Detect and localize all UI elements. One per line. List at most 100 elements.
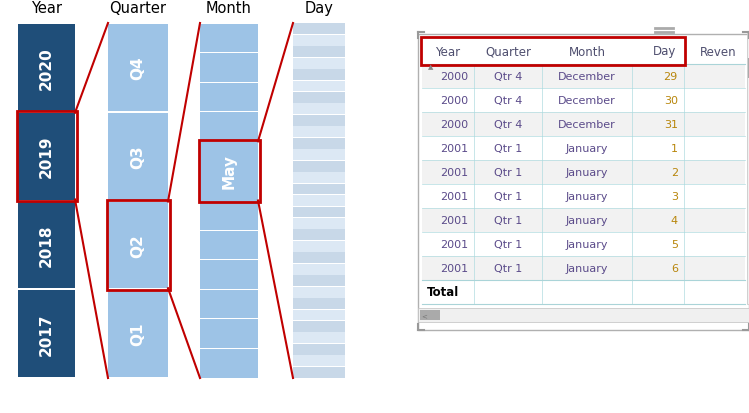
FancyBboxPatch shape [293, 287, 345, 298]
Text: 2019: 2019 [39, 135, 54, 178]
Text: January: January [565, 240, 608, 249]
FancyBboxPatch shape [293, 356, 345, 366]
FancyBboxPatch shape [293, 47, 345, 58]
Text: 2: 2 [670, 168, 678, 178]
Text: December: December [558, 96, 616, 106]
Text: Q4: Q4 [130, 57, 145, 80]
FancyBboxPatch shape [422, 65, 745, 89]
FancyBboxPatch shape [422, 209, 745, 233]
Text: Qtr 4: Qtr 4 [494, 120, 522, 130]
FancyBboxPatch shape [293, 253, 345, 263]
FancyBboxPatch shape [293, 333, 345, 344]
Text: Day: Day [653, 45, 676, 58]
FancyBboxPatch shape [418, 308, 749, 322]
FancyBboxPatch shape [200, 320, 258, 348]
FancyBboxPatch shape [748, 59, 749, 79]
Text: December: December [558, 72, 616, 82]
FancyBboxPatch shape [422, 256, 745, 280]
Text: Qtr 4: Qtr 4 [494, 72, 522, 82]
FancyBboxPatch shape [293, 230, 345, 241]
Text: 2017: 2017 [39, 313, 54, 355]
Text: 5: 5 [671, 240, 678, 249]
Text: 2000: 2000 [440, 96, 468, 106]
FancyBboxPatch shape [293, 59, 345, 69]
Text: Q2: Q2 [130, 233, 145, 257]
FancyBboxPatch shape [418, 35, 749, 330]
FancyBboxPatch shape [200, 231, 258, 259]
Text: 29: 29 [664, 72, 678, 82]
FancyBboxPatch shape [293, 275, 345, 286]
FancyBboxPatch shape [293, 173, 345, 183]
Text: May: May [222, 154, 237, 189]
FancyBboxPatch shape [18, 114, 75, 200]
Text: Reven: Reven [700, 45, 736, 58]
Text: Q1: Q1 [130, 322, 145, 346]
FancyBboxPatch shape [747, 33, 749, 304]
FancyBboxPatch shape [200, 290, 258, 318]
Text: Qtr 1: Qtr 1 [494, 168, 522, 178]
FancyBboxPatch shape [420, 310, 440, 320]
Text: January: January [565, 216, 608, 225]
FancyBboxPatch shape [422, 161, 745, 185]
Text: December: December [558, 120, 616, 130]
Text: January: January [565, 192, 608, 202]
FancyBboxPatch shape [293, 196, 345, 206]
FancyBboxPatch shape [18, 291, 75, 377]
FancyBboxPatch shape [293, 241, 345, 252]
FancyBboxPatch shape [293, 104, 345, 115]
FancyBboxPatch shape [293, 24, 345, 35]
FancyBboxPatch shape [422, 233, 745, 256]
FancyBboxPatch shape [293, 161, 345, 172]
Text: Quarter: Quarter [109, 1, 166, 16]
Text: Month: Month [206, 1, 252, 16]
Text: January: January [565, 144, 608, 154]
Text: 2001: 2001 [440, 263, 468, 273]
FancyBboxPatch shape [18, 25, 75, 112]
Text: Qtr 1: Qtr 1 [494, 144, 522, 154]
Text: Qtr 4: Qtr 4 [494, 96, 522, 106]
FancyBboxPatch shape [293, 299, 345, 309]
Text: 2000: 2000 [440, 72, 468, 82]
FancyBboxPatch shape [422, 39, 745, 65]
FancyBboxPatch shape [18, 202, 75, 289]
Text: January: January [565, 168, 608, 178]
Text: 2018: 2018 [39, 224, 54, 266]
FancyBboxPatch shape [200, 261, 258, 289]
FancyBboxPatch shape [293, 93, 345, 104]
FancyBboxPatch shape [108, 291, 168, 377]
Text: 6: 6 [671, 263, 678, 273]
Text: 1: 1 [671, 144, 678, 154]
FancyBboxPatch shape [293, 70, 345, 81]
FancyBboxPatch shape [293, 138, 345, 150]
FancyBboxPatch shape [422, 89, 745, 113]
Text: 4: 4 [670, 216, 678, 225]
FancyBboxPatch shape [200, 113, 258, 142]
FancyBboxPatch shape [293, 150, 345, 161]
FancyBboxPatch shape [200, 172, 258, 201]
Text: 3: 3 [671, 192, 678, 202]
FancyBboxPatch shape [108, 202, 168, 289]
FancyBboxPatch shape [422, 185, 745, 209]
Text: Month: Month [568, 45, 605, 58]
Text: 31: 31 [664, 120, 678, 130]
Text: <: < [421, 312, 427, 318]
FancyBboxPatch shape [200, 54, 258, 83]
Text: January: January [565, 263, 608, 273]
FancyBboxPatch shape [293, 81, 345, 92]
FancyBboxPatch shape [293, 367, 345, 378]
Text: Quarter: Quarter [485, 45, 531, 58]
Text: Qtr 1: Qtr 1 [494, 192, 522, 202]
Text: Qtr 1: Qtr 1 [494, 263, 522, 273]
FancyBboxPatch shape [293, 116, 345, 126]
FancyBboxPatch shape [422, 280, 745, 304]
Text: 2001: 2001 [440, 144, 468, 154]
FancyBboxPatch shape [200, 24, 258, 53]
FancyBboxPatch shape [293, 207, 345, 218]
Text: 2000: 2000 [440, 120, 468, 130]
Text: ▲: ▲ [428, 64, 434, 70]
Text: Day: Day [305, 1, 333, 16]
FancyBboxPatch shape [293, 127, 345, 138]
Text: 2001: 2001 [440, 240, 468, 249]
Text: 2001: 2001 [440, 192, 468, 202]
FancyBboxPatch shape [293, 310, 345, 320]
